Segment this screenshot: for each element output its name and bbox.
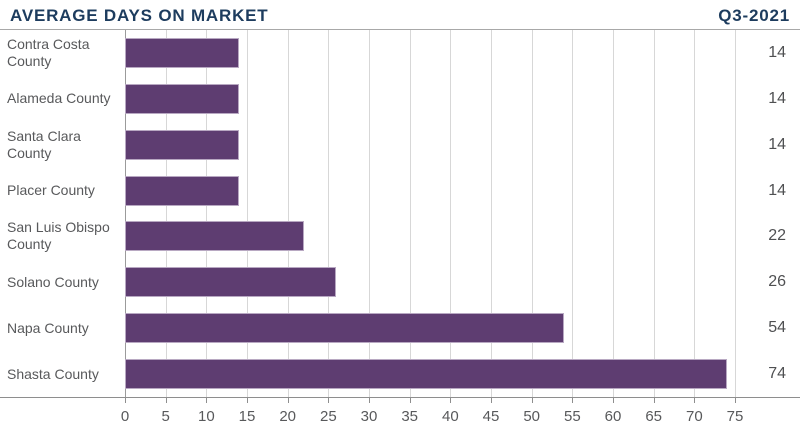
axis-tick [369, 398, 370, 403]
value-label: 14 [768, 89, 786, 107]
value-label: 26 [768, 273, 786, 291]
value-label: 22 [768, 227, 786, 245]
bar [125, 267, 337, 298]
axis-tick [694, 398, 696, 403]
axis-tick-label: 30 [360, 408, 378, 425]
gridline [247, 30, 248, 397]
axis-tick-label: 15 [238, 408, 256, 425]
axis-tick [653, 398, 655, 403]
axis-tick-label: 60 [604, 408, 622, 425]
axis-tick-label: 0 [120, 408, 130, 425]
chart-header: AVERAGE DAYS ON MARKET Q3-2021 [0, 0, 800, 30]
axis-tick-label: 25 [319, 408, 337, 425]
axis-tick-label: 10 [197, 408, 215, 425]
axis-tick [247, 398, 248, 403]
gridline [735, 30, 736, 397]
axis-tick [206, 398, 208, 403]
category-label: Napa County [7, 319, 89, 336]
category-label: Contra Costa County [7, 35, 90, 69]
axis-tick-label: 45 [482, 408, 500, 425]
category-label: Placer County [7, 182, 95, 199]
category-label: San Luis Obispo County [7, 219, 110, 253]
bar [125, 359, 727, 390]
category-label: Solano County [7, 273, 99, 290]
zero-axis-line [125, 30, 126, 397]
axis-tick [491, 398, 492, 403]
axis-tick-label: 75 [726, 408, 744, 425]
axis-tick [165, 398, 167, 403]
category-label: Santa Clara County [7, 127, 81, 161]
plot-area: Contra Costa County 14 Alameda County 14 San… [0, 30, 800, 397]
gridline [613, 30, 614, 397]
gridline [653, 30, 655, 397]
bar [125, 175, 239, 206]
axis-tick [287, 398, 289, 403]
bar [125, 221, 304, 252]
gridline [206, 30, 208, 397]
gridline [694, 30, 696, 397]
axis-tick [531, 398, 533, 403]
category-label: Shasta County [7, 365, 99, 382]
axis-tick [613, 398, 614, 403]
gridline [165, 30, 167, 397]
axis-tick-label: 50 [523, 408, 540, 425]
axis-tick-label: 70 [685, 408, 703, 425]
axis-tick-label: 55 [563, 408, 581, 425]
x-axis: 0 5 10 15 20 25 30 35 40 45 50 55 60 65 70 75 [0, 397, 800, 437]
axis-tick-label: 20 [279, 408, 296, 425]
category-label: Alameda County [7, 90, 111, 107]
bar [125, 83, 239, 114]
chart-title: AVERAGE DAYS ON MARKET [10, 6, 269, 25]
gridline [369, 30, 370, 397]
axis-tick-label: 65 [645, 408, 662, 425]
value-label: 54 [768, 319, 786, 337]
gridline [531, 30, 533, 397]
axis-tick-label: 35 [401, 408, 418, 425]
gridline [491, 30, 492, 397]
axis-tick-label: 40 [441, 408, 459, 425]
axis-tick [409, 398, 411, 403]
gridline [572, 30, 574, 397]
bar [125, 129, 239, 160]
axis-tick [572, 398, 574, 403]
axis-tick [125, 398, 126, 403]
axis-tick [328, 398, 330, 403]
axis-tick [735, 398, 736, 403]
value-label: 14 [768, 181, 786, 199]
gridline [450, 30, 452, 397]
chart-period-label: Q3-2021 [718, 6, 790, 25]
gridline [409, 30, 411, 397]
axis-tick-label: 5 [161, 408, 170, 425]
value-label: 14 [768, 43, 786, 61]
value-label: 14 [768, 135, 786, 153]
value-label: 74 [768, 365, 786, 383]
bar [125, 37, 239, 68]
axis-tick [450, 398, 452, 403]
gridline [287, 30, 289, 397]
bar [125, 313, 565, 344]
gridline [328, 30, 330, 397]
